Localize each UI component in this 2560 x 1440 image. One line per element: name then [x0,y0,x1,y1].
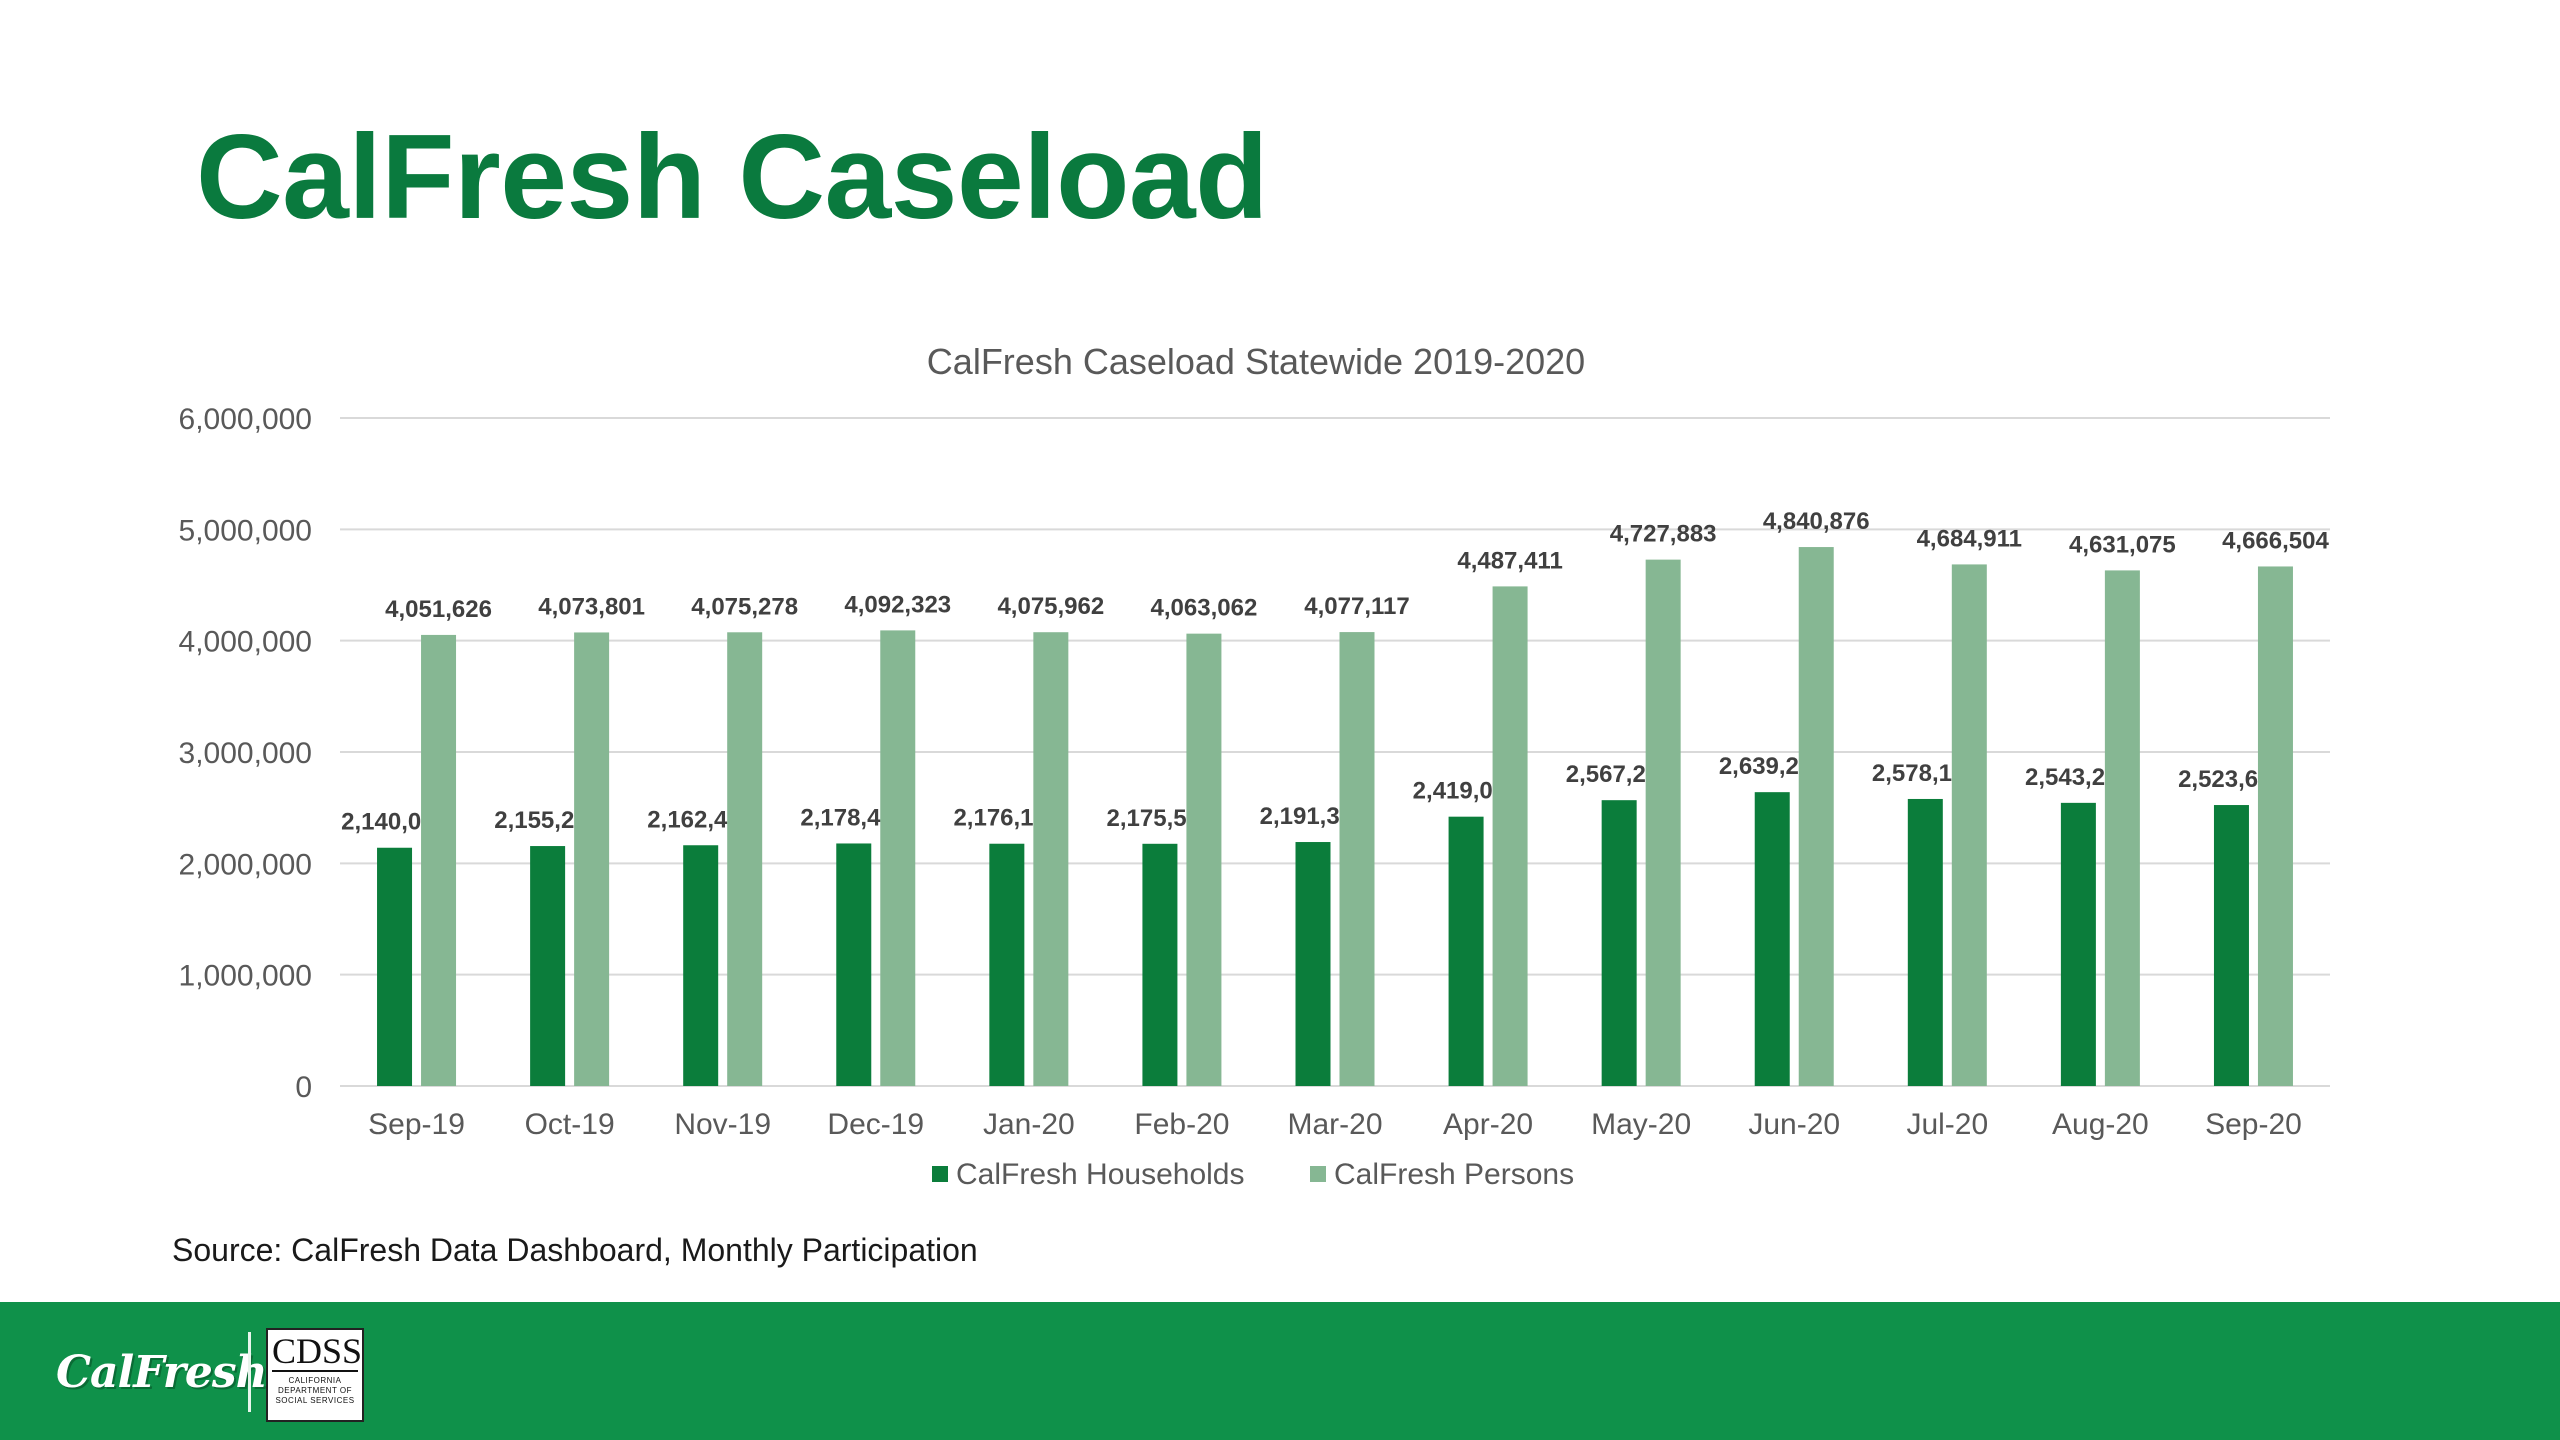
y-tick-label: 5,000,000 [179,514,312,547]
x-tick-label: Apr-20 [1443,1108,1533,1141]
persons-bar [574,632,610,1086]
calfresh-logo: CalFresh [56,1342,268,1402]
persons-bar [2257,566,2293,1086]
households-bar [530,846,566,1086]
persons-bar [1645,559,1681,1086]
persons-bar [1339,632,1375,1086]
calfresh-logo-text: CalFresh [56,1346,268,1398]
legend-persons-label: CalFresh Persons [1334,1158,1574,1191]
persons-bar [1186,633,1222,1086]
cdss-logo-subtext: CALIFORNIA DEPARTMENT OF SOCIAL SERVICES [275,1376,355,1405]
persons-bar [1492,586,1528,1086]
caseload-chart: CalFresh Caseload Statewide 2019-2020 0 1,… [179,341,2330,1191]
x-tick-label: Jun-20 [1748,1108,1840,1141]
legend-persons-swatch [1310,1166,1326,1182]
chart-title: CalFresh Caseload Statewide 2019-2020 [927,341,1585,382]
legend-households-swatch [932,1166,948,1182]
legend-households-label: CalFresh Households [956,1158,1244,1191]
x-tick-label: Sep-20 [2205,1108,2302,1141]
logo-divider [248,1332,251,1412]
households-bar [1295,842,1331,1086]
households-bar [2213,805,2249,1086]
x-tick-label: Jan-20 [983,1108,1075,1141]
persons-bar [880,630,916,1086]
persons-data-label: 4,727,883 [1610,521,1717,548]
slide-title: CalFresh Caseload [196,110,1268,244]
cdss-logo-text: CDSS [272,1331,363,1372]
cdss-logo: CDSS CALIFORNIA DEPARTMENT OF SOCIAL SER… [266,1328,364,1422]
households-bar [1448,816,1484,1086]
persons-data-label: 4,075,962 [997,593,1104,620]
persons-data-label: 4,840,876 [1763,508,1870,535]
y-tick-label: 6,000,000 [179,403,312,436]
footer-bar: CalFresh CDSS CALIFORNIA DEPARTMENT OF S… [0,1302,2560,1440]
x-tick-label: Mar-20 [1287,1108,1382,1141]
persons-bar [1033,632,1069,1086]
persons-data-label: 4,092,323 [844,591,951,618]
households-bar [836,843,872,1086]
households-bar [1754,792,1790,1086]
persons-data-label: 4,077,117 [1304,593,1409,620]
persons-bar [2104,570,2140,1086]
persons-data-label: 4,051,626 [385,596,492,623]
households-bar [683,845,719,1086]
y-tick-label: 3,000,000 [179,737,312,770]
persons-data-label: 4,684,911 [1917,525,2022,552]
y-tick-label: 4,000,000 [179,626,312,659]
x-tick-label: Sep-19 [368,1108,465,1141]
households-bar [1601,800,1637,1086]
x-tick-label: Jul-20 [1906,1108,1988,1141]
y-tick-label: 0 [295,1071,312,1104]
x-tick-label: Aug-20 [2052,1108,2149,1141]
persons-bar [1951,564,1987,1086]
x-tick-label: May-20 [1591,1108,1691,1141]
households-bar [2060,802,2096,1086]
households-bar [377,847,413,1086]
persons-data-label: 4,063,062 [1151,595,1258,622]
y-tick-label: 1,000,000 [179,960,312,993]
x-tick-label: Dec-19 [827,1108,924,1141]
persons-data-label: 4,666,504 [2222,527,2329,554]
persons-bar [727,632,763,1086]
persons-data-label: 4,631,075 [2069,531,2176,558]
persons-data-label: 4,073,801 [538,593,645,620]
source-note: Source: CalFresh Data Dashboard, Monthly… [172,1232,978,1268]
households-bar [1142,843,1178,1086]
households-bar [1907,798,1943,1086]
x-tick-label: Feb-20 [1134,1108,1229,1141]
x-tick-label: Nov-19 [674,1108,771,1141]
y-tick-label: 2,000,000 [179,848,312,881]
households-bar [989,843,1025,1086]
persons-bar [421,634,457,1086]
persons-data-label: 4,487,411 [1457,547,1562,574]
persons-data-label: 4,075,278 [691,593,798,620]
x-tick-label: Oct-19 [525,1108,615,1141]
persons-bar [1798,547,1834,1086]
